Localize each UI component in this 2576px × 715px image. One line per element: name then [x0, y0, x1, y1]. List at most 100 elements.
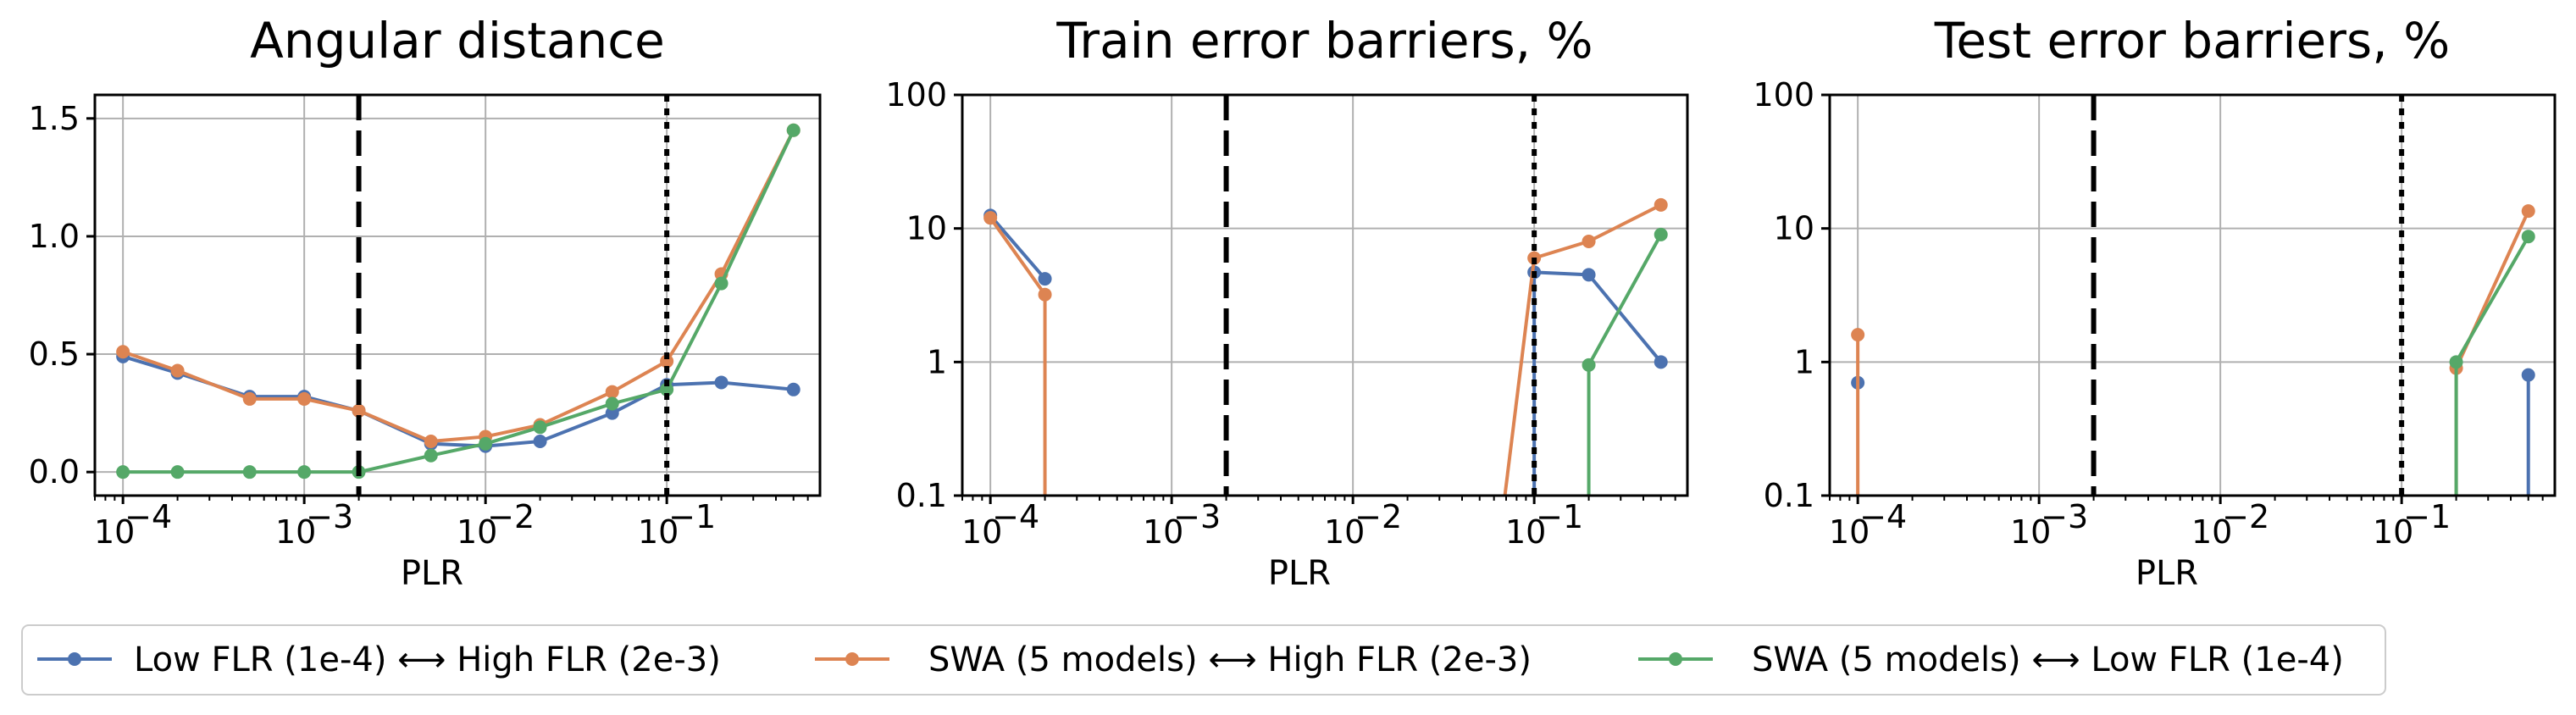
x-tick-label-exponent: −1 [2403, 498, 2451, 535]
legend-label-3: SWA (5 models) ⟷ Low FLR (1e-4) [1752, 640, 2344, 679]
data-point [424, 435, 438, 449]
y-tick-label: 1.5 [29, 100, 80, 137]
data-point [983, 211, 998, 225]
x-axis-label: PLR [2136, 554, 2198, 593]
x-tick-label-exponent: −2 [487, 498, 535, 535]
series-3 [2449, 230, 2535, 496]
legend: Low FLR (1e-4) ⟷ High FLR (2e-3) SWA (5 … [21, 624, 2386, 696]
y-tick-label: 0.0 [29, 453, 80, 491]
y-tick-label: 100 [1753, 76, 1814, 114]
data-point [533, 435, 547, 449]
data-point [242, 391, 257, 406]
x-tick-label-exponent: −3 [2041, 498, 2088, 535]
chart-title: Train error barriers, % [1055, 12, 1593, 69]
legend-frame [21, 624, 2386, 696]
data-point [352, 403, 366, 418]
series-2 [983, 197, 1668, 496]
x-tick-label: 10 [961, 513, 1002, 551]
data-point [2521, 230, 2535, 244]
data-point [479, 436, 493, 451]
data-point [1038, 272, 1052, 286]
data-point [170, 465, 185, 479]
legend-entry-2: SWA (5 models) ⟷ High FLR (2e-3) [815, 640, 1532, 679]
x-axis-label: PLR [1268, 554, 1331, 593]
data-point [116, 465, 130, 479]
chart-title: Test error barriers, % [1934, 12, 2450, 69]
plot-frame [1828, 93, 2557, 497]
data-point [1038, 287, 1052, 302]
plot-area [983, 197, 1668, 496]
data-point [1582, 234, 1596, 248]
x-tick-label: 10 [275, 513, 316, 551]
plot-frame [961, 93, 1689, 497]
y-tick-label: 1.0 [29, 218, 80, 255]
data-point [714, 375, 728, 390]
legend-label-2: SWA (5 models) ⟷ High FLR (2e-3) [928, 640, 1532, 679]
series-1 [983, 208, 1668, 496]
x-tick-label: 10 [2191, 513, 2232, 551]
data-point [2449, 355, 2463, 369]
series-line [122, 129, 795, 444]
series-1 [1851, 368, 2535, 496]
legend-entry-3: SWA (5 models) ⟷ Low FLR (1e-4) [1638, 640, 2344, 679]
data-point [605, 396, 619, 411]
series-line [122, 354, 794, 448]
y-tick-label: 0.5 [29, 335, 80, 373]
data-point [714, 276, 728, 291]
data-point [660, 382, 674, 396]
series-3 [116, 123, 800, 479]
legend-marker-3 [1669, 652, 1682, 666]
plot-area [116, 123, 800, 479]
plot-frame [93, 93, 822, 497]
data-point [605, 406, 619, 420]
x-tick-label-exponent: −4 [1859, 498, 1907, 535]
data-point [786, 382, 800, 396]
data-point [533, 420, 547, 435]
x-tick-label-exponent: −3 [1173, 498, 1221, 535]
x-tick-label: 10 [638, 513, 679, 551]
data-point [297, 465, 312, 479]
series-line [1533, 203, 1662, 260]
y-tick-label: 1 [1794, 343, 1814, 380]
data-point [2521, 204, 2535, 219]
x-tick-label-exponent: −2 [2222, 498, 2269, 535]
series-line [1587, 233, 1663, 366]
y-tick-label: 0.1 [896, 477, 947, 514]
x-tick-label: 10 [94, 513, 135, 551]
data-point [1654, 197, 1668, 212]
x-tick-label-exponent: −2 [1354, 498, 1402, 535]
x-tick-label: 10 [2010, 513, 2051, 551]
x-tick-label: 10 [1143, 513, 1183, 551]
series-2 [116, 123, 800, 449]
x-tick-label: 10 [1324, 513, 1365, 551]
data-point [660, 354, 674, 369]
series-2 [1851, 204, 2535, 496]
data-point [1654, 227, 1668, 241]
x-tick-label-exponent: −4 [125, 498, 172, 535]
data-point [297, 391, 312, 406]
y-tick-label: 10 [1774, 210, 1814, 247]
plot-area [1851, 204, 2535, 496]
x-tick-label-exponent: −1 [668, 498, 716, 535]
data-point [116, 345, 130, 359]
data-point [1582, 268, 1596, 282]
x-tick-label: 10 [1829, 513, 1870, 551]
legend-label-1: Low FLR (1e-4) ⟷ High FLR (2e-3) [134, 640, 721, 679]
x-axis-label: PLR [401, 554, 463, 593]
series-rise-line [1503, 258, 1537, 496]
series-line [2454, 236, 2530, 363]
series-line [989, 214, 1047, 280]
legend-marker-2 [845, 652, 859, 666]
data-point [424, 448, 438, 463]
data-point [786, 123, 800, 137]
data-point [242, 465, 257, 479]
series-line [123, 129, 795, 474]
data-point [605, 385, 619, 399]
y-tick-label: 1 [927, 343, 947, 380]
series-3 [1582, 227, 1668, 496]
legend-marker-1 [68, 652, 81, 666]
